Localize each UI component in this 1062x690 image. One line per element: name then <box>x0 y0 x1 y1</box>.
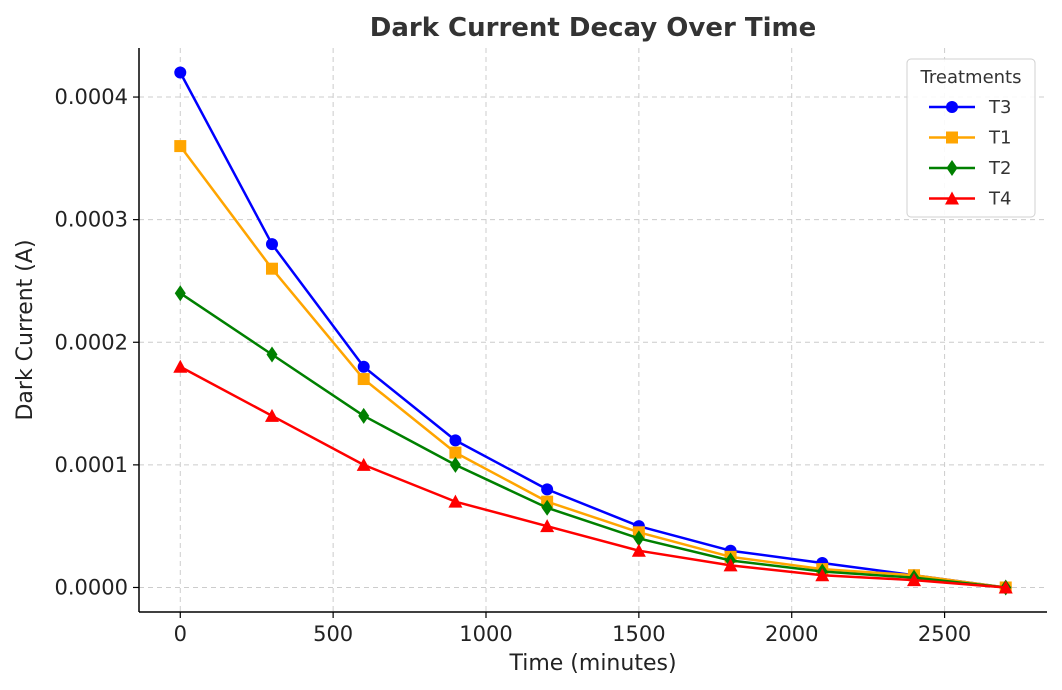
x-tick-label-1: 500 <box>313 622 353 646</box>
point-t1-2 <box>357 373 370 386</box>
point-t2-5 <box>633 530 645 547</box>
series-line-t1 <box>179 145 1006 589</box>
x-tick-label-4: 2000 <box>765 622 818 646</box>
point-t4-4 <box>540 519 555 533</box>
point-t4-6 <box>723 558 738 572</box>
point-t1-1 <box>265 262 278 275</box>
series-line-t3 <box>179 71 1006 589</box>
point-t4-5 <box>631 543 646 557</box>
point-t4-7 <box>815 568 830 582</box>
point-t4-0 <box>173 359 188 373</box>
legend-title: Treatments <box>920 67 1022 88</box>
y-tick-label-1: 0.0001 <box>55 453 128 477</box>
y-tick-label-3: 0.0003 <box>55 208 128 232</box>
point-t4-1 <box>264 408 279 422</box>
legend-marker-t4 <box>945 191 959 205</box>
legend-marker-t2 <box>946 160 958 176</box>
series-t3 <box>174 66 1012 594</box>
series-line-t4 <box>179 365 1006 589</box>
series-t1 <box>174 140 1012 594</box>
y-tick-label-0: 0.0000 <box>55 575 128 599</box>
x-tick-label-3: 1500 <box>612 622 665 646</box>
legend: Treatments T3 T1 T2 T4 <box>906 58 1036 218</box>
point-t3-4 <box>541 483 554 496</box>
point-t3-3 <box>449 434 462 447</box>
point-t1-0 <box>174 140 187 153</box>
x-tick-label-5: 2500 <box>918 622 971 646</box>
legend-label-t3: T3 <box>988 97 1011 118</box>
legend-entry-t3: T3 <box>929 97 1011 118</box>
legend-label-t4: T4 <box>988 189 1011 210</box>
point-t3-0 <box>174 66 187 79</box>
series-t2 <box>174 285 1012 596</box>
series-layer <box>173 66 1013 596</box>
point-t2-0 <box>174 285 186 302</box>
legend-label-t2: T2 <box>988 158 1011 179</box>
legend-label-t1: T1 <box>988 128 1011 149</box>
point-t4-3 <box>448 494 463 508</box>
point-t1-3 <box>449 446 462 459</box>
axes: 0 500 1000 1500 2000 2500 0.0000 0.0001 0.0002 0.… <box>55 48 1047 646</box>
point-t2-3 <box>449 456 461 473</box>
point-t2-1 <box>266 346 278 363</box>
legend-marker-t1 <box>946 131 958 144</box>
point-t4-8 <box>907 573 922 587</box>
y-axis-label: Dark Current (A) <box>13 239 38 420</box>
point-t3-2 <box>357 360 370 373</box>
x-axis-label: Time (minutes) <box>508 651 676 676</box>
point-t2-4 <box>541 499 553 516</box>
y-tick-label-4: 0.0004 <box>55 85 128 109</box>
y-tick-label-2: 0.0002 <box>55 330 128 354</box>
point-t3-1 <box>265 238 278 251</box>
chart-title: Dark Current Decay Over Time <box>370 13 816 43</box>
x-tick-label-0: 0 <box>174 622 187 646</box>
series-line-t2 <box>179 292 1006 589</box>
x-tick-label-2: 1000 <box>459 622 512 646</box>
point-t4-2 <box>356 457 371 471</box>
legend-entry-t1: T1 <box>929 128 1011 149</box>
point-t4-9 <box>998 580 1013 594</box>
point-t2-2 <box>358 407 370 424</box>
legend-marker-t3 <box>946 101 958 113</box>
legend-entry-t4: T4 <box>929 189 1011 210</box>
legend-entry-t2: T2 <box>929 158 1011 179</box>
series-t4 <box>173 359 1013 594</box>
